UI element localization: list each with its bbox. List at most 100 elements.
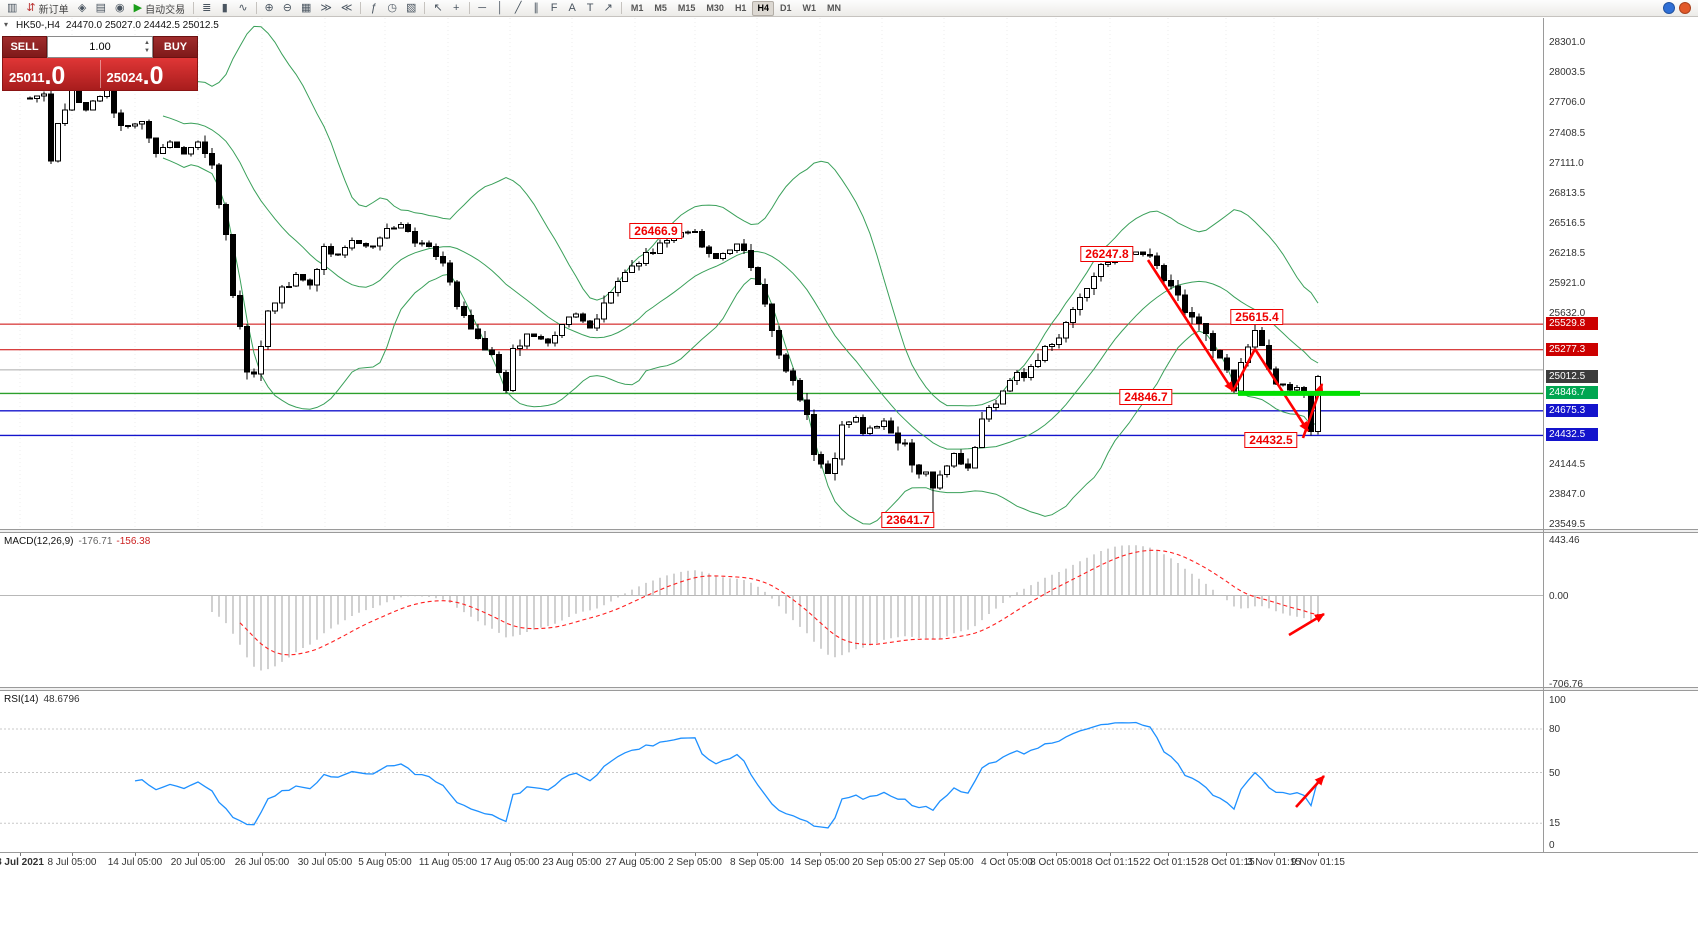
autotrading-button[interactable]: ▶ 自动交易 [130,1,189,16]
time-tick-mark [1318,853,1319,856]
horizontal-line-icon[interactable]: ─ [474,1,491,16]
text-label-icon[interactable]: T [582,1,599,16]
tile-windows-icon[interactable]: ▦ [297,1,315,16]
template-icon[interactable]: ▧ [402,1,420,16]
time-tick-mark [944,853,945,856]
navigator-icon[interactable]: ◈ [74,1,91,16]
price-tick: 27706.0 [1549,97,1586,109]
time-tick-mark [262,853,263,856]
trade-panel-controls: SELL 1.00 ▲ ▼ BUY [2,36,198,58]
trade-panel-divider [99,60,101,88]
timeframe-d1-button[interactable]: D1 [779,3,792,13]
time-tick-mark [448,853,449,856]
macd-value-2: -156.38 [116,536,151,547]
macd-panel[interactable] [0,545,1543,671]
cursor-icon[interactable]: ↖ [429,1,446,16]
crosshair-icon[interactable]: + [448,1,465,16]
volume-down-icon[interactable]: ▼ [144,48,150,54]
macd-panel-splitter[interactable] [0,529,1698,533]
time-tick-mark [198,853,199,856]
trendline-icon[interactable]: ╱ [510,1,527,16]
toolbar-separator [424,2,426,14]
time-label: 8 Jul 05:00 [47,857,97,868]
timeframe-w1-button[interactable]: W1 [802,3,816,13]
time-label: 14 Sep 05:00 [790,857,850,868]
price-marker-25012.5: 25012.5 [1546,369,1598,383]
sell-price[interactable]: 25011 .0 [3,58,100,90]
time-label: 4 Oct 05:00 [981,857,1033,868]
period-glyph: ◷ [387,1,398,14]
new-chart-icon[interactable]: ▥ [3,1,21,16]
timeframe-m30-button[interactable]: M30 [706,3,724,13]
indicators-glyph: ƒ [370,1,377,14]
data-window-icon[interactable]: ◉ [111,1,129,16]
bar-chart-glyph: ≣ [202,1,212,14]
zoom-in-icon[interactable]: ⊕ [261,1,278,16]
text-icon[interactable]: A [564,1,581,16]
community-status-icon[interactable] [1663,2,1675,14]
price-tick: 23847.0 [1549,488,1586,500]
arrows-tool-icon[interactable]: ↗ [600,1,617,16]
macd-axis-tick: 443.46 [1549,535,1580,546]
buy-price[interactable]: 25024 .0 [101,58,198,90]
indicators-icon[interactable]: ƒ [365,1,382,16]
auto-scroll-icon[interactable]: ≫ [316,1,336,16]
market-watch-glyph: ▤ [95,1,107,14]
sell-button[interactable]: SELL [2,36,47,58]
vertical-line-icon[interactable]: │ [492,1,509,16]
time-axis[interactable]: 8 Jul 2021 8 Jul 05:00 14 Jul 05:00 20 Jul … [0,853,1544,870]
channel-icon[interactable]: ∥ [528,1,545,16]
time-tick-mark [325,853,326,856]
fibonacci-icon[interactable]: F [546,1,563,16]
rsi-panel-splitter[interactable] [0,687,1698,691]
timeframe-mn-button[interactable]: MN [826,3,841,13]
timeframe-h4-button[interactable]: H4 [752,0,774,16]
rsi-panel[interactable] [0,721,1543,829]
connection-status-icon[interactable] [1679,2,1691,14]
volume-value: 1.00 [89,41,111,53]
collapse-trade-panel-icon[interactable]: ▾ [4,20,9,29]
timeframe-m5-button[interactable]: M5 [654,3,667,13]
zoom-in-glyph: ⊕ [264,1,274,14]
time-label: 11 Aug 05:00 [418,857,478,868]
price-tick: 26218.5 [1549,248,1586,260]
bar-chart-icon[interactable]: ≣ [198,1,215,16]
timeframe-h1-button[interactable]: H1 [734,3,747,13]
price-panel[interactable] [0,18,1543,529]
price-tick: 25632.0 [1549,307,1586,319]
time-label: 17 Aug 05:00 [480,857,540,868]
rsi-value: 48.6796 [43,694,80,705]
auto-scroll-glyph: ≫ [320,1,332,14]
time-tick-mark [385,853,386,856]
time-label: 26 Jul 05:00 [234,857,290,868]
time-label: 27 Aug 05:00 [605,857,665,868]
zoom-out-glyph: ⊖ [282,1,292,14]
market-watch-icon[interactable]: ▤ [92,1,110,16]
vertical-line-glyph: │ [496,1,504,14]
timeframe-m1-button[interactable]: M1 [630,3,644,13]
buy-price-int: 25024 [106,70,143,85]
line-chart-icon[interactable]: ∿ [234,1,251,16]
new-order-button[interactable]: ⇵ 新订单 [22,1,72,16]
volume-up-icon[interactable]: ▲ [144,40,150,46]
period-icon[interactable]: ◷ [383,1,401,16]
candlestick-chart-icon[interactable]: ▮ [216,1,233,16]
price-tick: 25921.0 [1549,278,1586,290]
volume-stepper[interactable]: ▲ ▼ [144,39,150,55]
rsi-axis-tick: 50 [1549,767,1561,779]
chart-shift-icon[interactable]: ≪ [337,1,357,16]
trendline-glyph: ╱ [514,1,522,14]
volume-input[interactable]: 1.00 ▲ ▼ [47,36,153,58]
time-tick-mark [572,853,573,856]
time-tick-mark [1007,853,1008,856]
price-tick: 28003.5 [1549,67,1586,79]
zoom-out-icon[interactable]: ⊖ [279,1,296,16]
template-glyph: ▧ [406,1,417,14]
time-label: 30 Jul 05:00 [297,857,353,868]
timeframe-m15-button[interactable]: M15 [677,3,696,13]
time-tick-mark [1226,853,1227,856]
buy-button[interactable]: BUY [153,36,198,58]
time-label: 5 Aug 05:00 [358,857,412,868]
price-axis[interactable]: 28301.0 28003.5 27706.0 27408.5 27111.0 26813… [1546,0,1698,940]
